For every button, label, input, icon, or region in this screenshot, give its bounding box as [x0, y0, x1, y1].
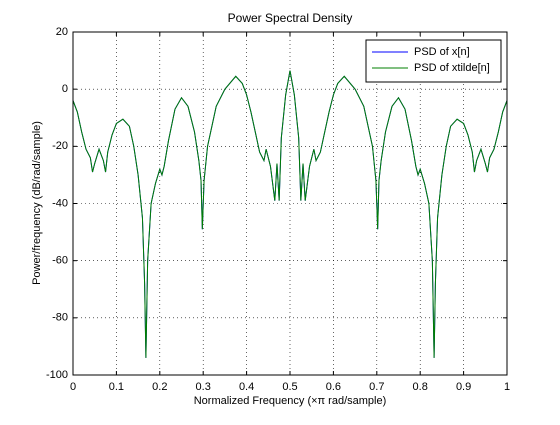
x-tick-label: 0.2 [152, 381, 167, 393]
y-tick-label: -100 [46, 369, 68, 381]
y-tick-label: -20 [52, 140, 68, 152]
legend-box [365, 39, 502, 83]
axes-box [72, 31, 508, 376]
y-tick-label: 0 [62, 83, 68, 95]
y-tick-label: -60 [52, 255, 68, 267]
x-tick-label: 0.4 [239, 381, 254, 393]
y-tick-label: 20 [56, 26, 68, 38]
x-tick-label: 0.6 [326, 381, 341, 393]
x-tick-label: 0.7 [369, 381, 384, 393]
chart-title: Power Spectral Density [228, 11, 353, 25]
y-tick-label: -40 [52, 197, 68, 209]
x-tick-label: 0.1 [109, 381, 124, 393]
y-axis-label: Power/frequency (dB/rad/sample) [31, 121, 43, 285]
x-tick-label: 0.8 [413, 381, 428, 393]
series-line [72, 70, 508, 358]
x-axis-label: Normalized Frequency (×π rad/sample) [194, 395, 387, 407]
x-tick-label: 1 [504, 381, 510, 393]
x-tick-label: 0 [70, 381, 76, 393]
y-tick-label: -80 [52, 312, 68, 324]
x-tick-label: 0.3 [196, 381, 211, 393]
x-tick-label: 0.9 [456, 381, 471, 393]
x-tick-label: 0.5 [282, 381, 297, 393]
legend-label: PSD of xtilde[n] [414, 62, 490, 74]
legend-label: PSD of x[n] [414, 46, 470, 58]
